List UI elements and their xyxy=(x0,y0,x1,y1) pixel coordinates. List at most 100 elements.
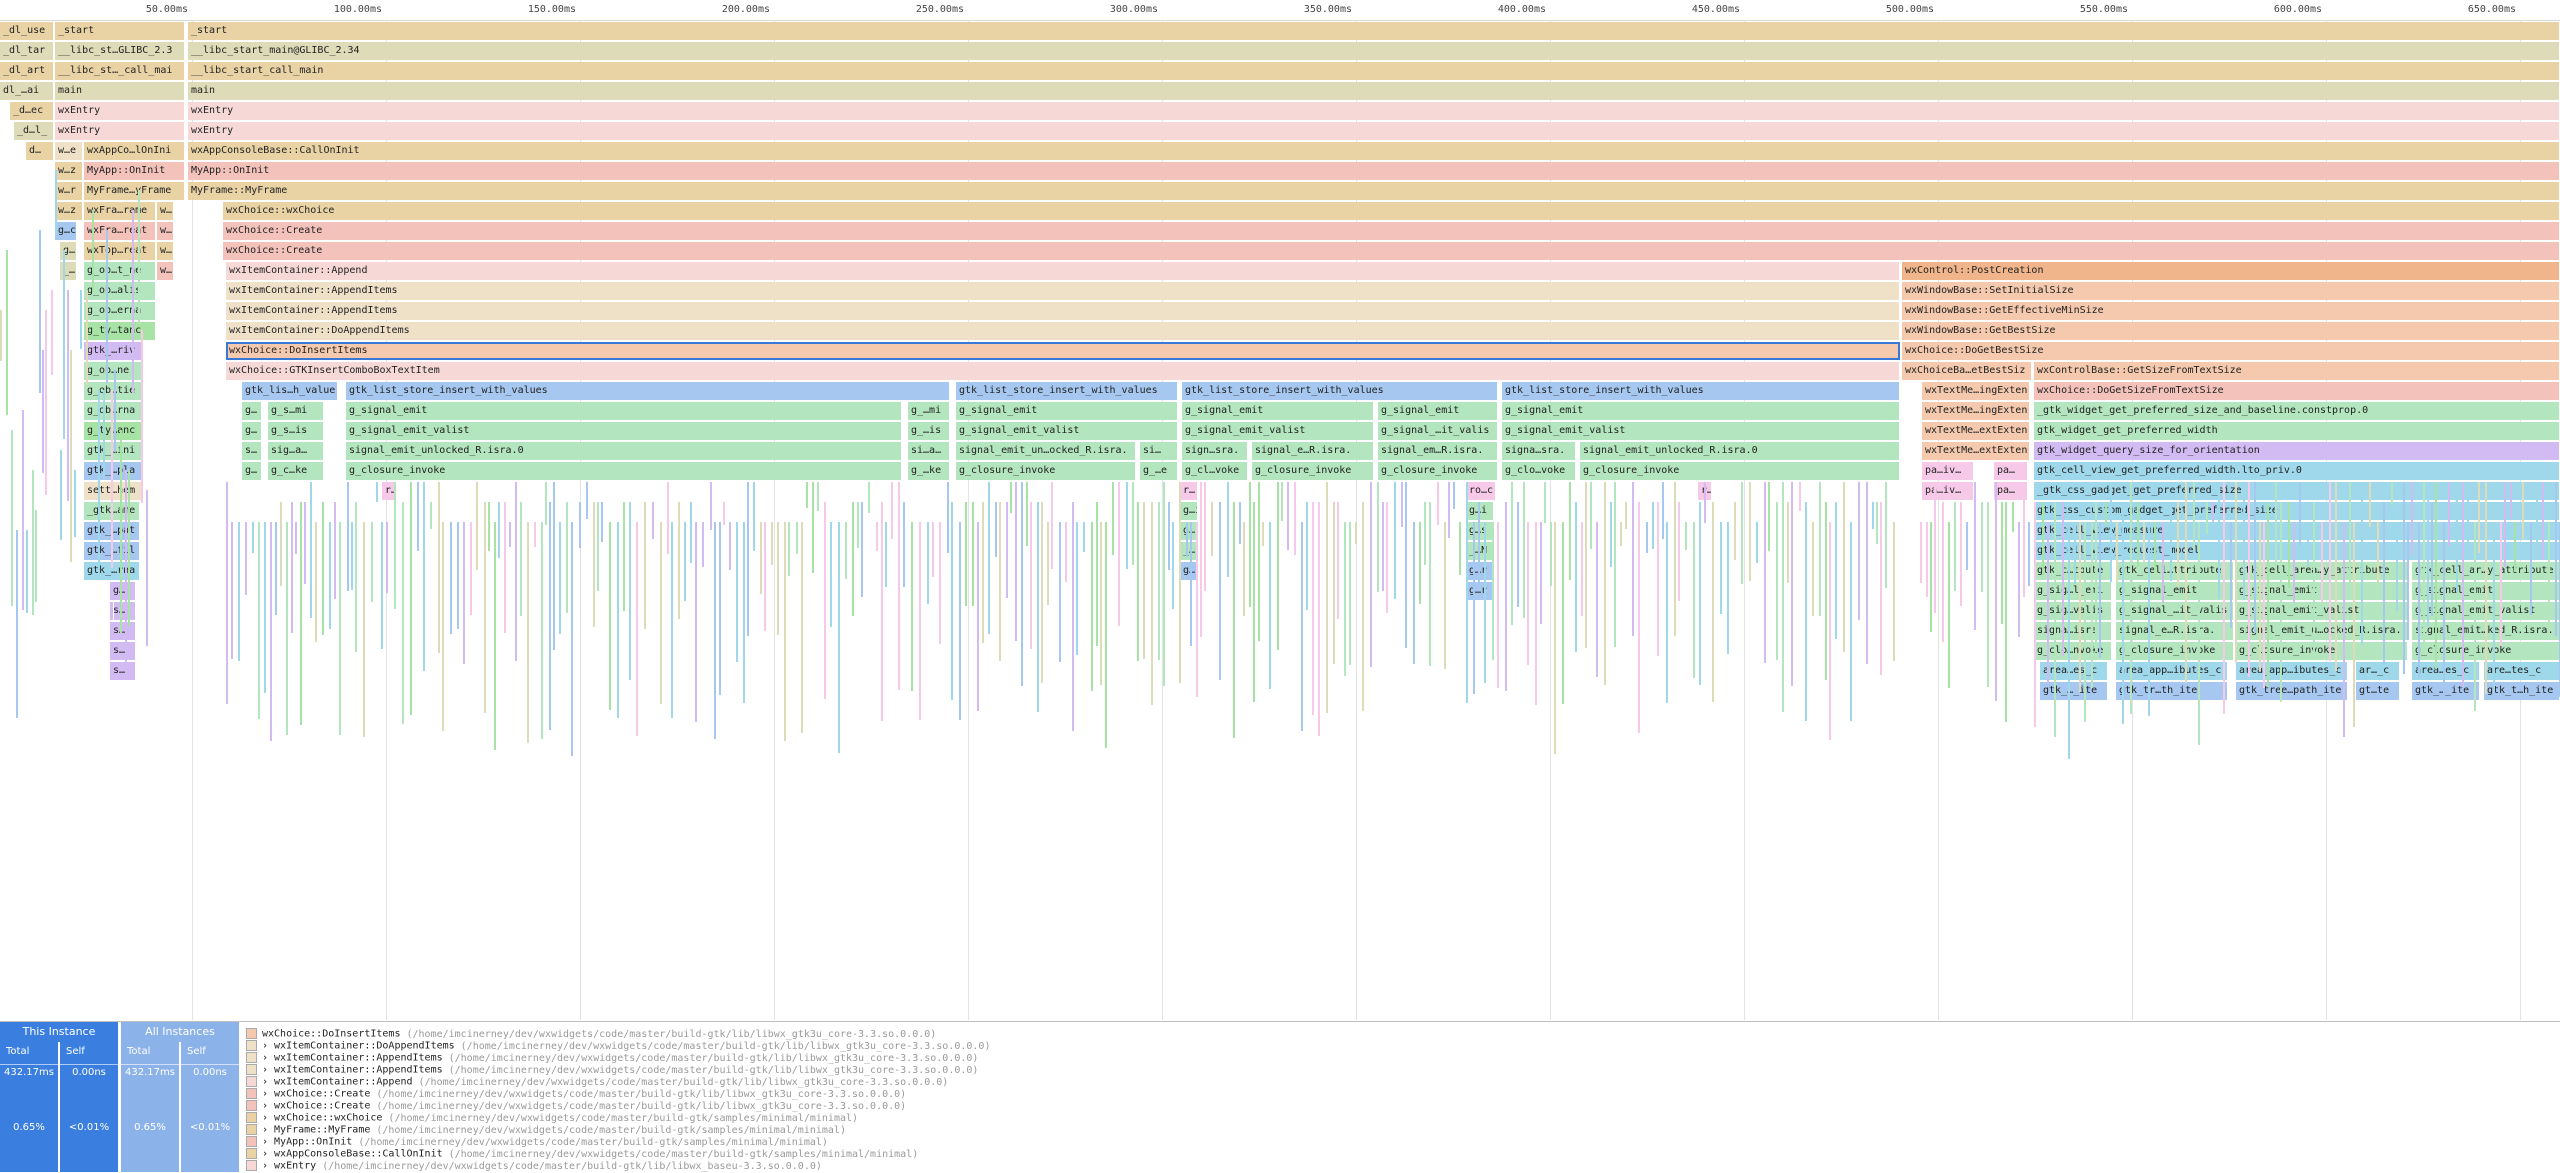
flame-frame[interactable]: g_signal_emit xyxy=(1502,402,1900,420)
flame-frame[interactable]: gtk_list_store_insert_with_values xyxy=(1182,382,1498,400)
flame-frame[interactable]: wxWindowBase::GetBestSize xyxy=(1902,322,2560,340)
flame-frame[interactable]: g… xyxy=(110,602,114,620)
flame-frame[interactable]: _gtk_widget_get_preferred_size_and_basel… xyxy=(2034,402,2560,420)
flame-frame[interactable]: _d…l_ xyxy=(14,122,54,140)
flame-frame[interactable]: g_closure_invoke xyxy=(1378,462,1498,480)
flame-frame[interactable]: wxChoice::Create xyxy=(223,222,2560,240)
flame-frame[interactable]: gtk_widget_get_preferred_width xyxy=(2034,422,2560,440)
flame-frame[interactable]: g_signal_emit xyxy=(346,402,902,420)
flame-frame[interactable]: g…c xyxy=(55,222,77,240)
flame-frame[interactable]: area…es_c xyxy=(2412,662,2480,680)
flame-frame[interactable]: g…i xyxy=(1180,502,1198,520)
flame-frame[interactable]: wxChoice::DoGetBestSize xyxy=(1902,342,2560,360)
flame-frame[interactable]: sig…a… xyxy=(268,442,324,460)
flame-frame[interactable]: wxChoice::DoGetSizeFromTextSize xyxy=(2034,382,2560,400)
flame-frame[interactable]: signal_emit_unlocked_R.isra.0 xyxy=(346,442,902,460)
flame-frame[interactable]: g_signal_…it_valis xyxy=(1378,422,1498,440)
flame-frame[interactable]: g_…is xyxy=(908,422,950,440)
flame-frame[interactable]: gt…te xyxy=(2356,682,2400,700)
flame-frame[interactable]: g_signal_emit xyxy=(1182,402,1374,420)
flame-frame[interactable]: signa…sra. xyxy=(1502,442,1576,460)
flame-frame[interactable]: wxControlBase::GetSizeFromTextSize xyxy=(2034,362,2560,380)
flame-frame[interactable]: __libc_start_main@GLIBC_2.34 xyxy=(188,42,2560,60)
flame-frame[interactable]: wxAppConsoleBase::CallOnInit xyxy=(188,142,2560,160)
flame-frame[interactable]: MyFrame::MyFrame xyxy=(188,182,2560,200)
flame-frame[interactable]: g_signal_…it_valis xyxy=(2116,602,2234,620)
flame-frame[interactable]: _dl_tar xyxy=(0,42,54,60)
flame-frame[interactable]: signal_e…R.isra. xyxy=(2116,622,2234,640)
flame-frame[interactable]: g… xyxy=(242,422,262,440)
flame-frame[interactable]: d… xyxy=(26,142,54,160)
flame-frame[interactable]: g_signal_emit xyxy=(1378,402,1498,420)
flame-frame[interactable]: ro…c xyxy=(1466,482,1496,500)
flame-frame[interactable]: g_ob…alis xyxy=(84,282,156,300)
flame-frame[interactable]: wxTextMe…extExten xyxy=(1922,422,2030,440)
flame-frame[interactable]: wxItemContainer::Append xyxy=(226,262,1900,280)
flame-graph[interactable]: _dl_use _start _start _dl_tar __libc_st…… xyxy=(0,20,2560,1020)
flame-frame[interactable]: w… xyxy=(157,262,174,280)
flame-frame[interactable]: gtk_cell_view_get_preferred_width.lto_pr… xyxy=(2034,462,2560,480)
flame-frame[interactable]: are…tes_c xyxy=(2484,662,2560,680)
flame-frame[interactable]: wxChoice::GTKInsertComboBoxTextItem xyxy=(226,362,1900,380)
flame-frame[interactable]: w… xyxy=(157,222,174,240)
flame-frame[interactable]: main xyxy=(188,82,2560,100)
flame-frame[interactable]: pa… xyxy=(1994,462,2028,480)
flame-frame[interactable]: gtk_list_store_insert_with_values xyxy=(346,382,950,400)
stack-row[interactable]: wxChoice::DoInsertItems (/home/imcinerney… xyxy=(246,1028,936,1040)
flame-frame[interactable]: MyApp::OnInit xyxy=(188,162,2560,180)
flame-frame[interactable]: MyFrame…yFrame xyxy=(84,182,185,200)
flame-frame[interactable]: g_…e xyxy=(1140,462,1178,480)
flame-frame[interactable]: gtk_widget_query_size_for_orientation xyxy=(2034,442,2560,460)
flame-frame[interactable]: w…e xyxy=(55,142,83,160)
flame-frame[interactable]: wxItemContainer::DoAppendItems xyxy=(226,322,1900,340)
flame-frame[interactable]: g_signal_emit_valist xyxy=(1182,422,1374,440)
stack-row[interactable]: › wxChoice::Create (/home/imcinerney/dev/… xyxy=(246,1100,906,1112)
flame-frame[interactable]: s… xyxy=(110,662,136,680)
flame-frame[interactable]: gtk_list_store_insert_with_values xyxy=(956,382,1178,400)
flame-frame[interactable]: g…r xyxy=(1466,582,1494,600)
flame-frame[interactable]: wxChoiceBa…etBestSiz xyxy=(1902,362,2032,380)
flame-frame[interactable]: g…r xyxy=(1466,562,1494,580)
flame-frame[interactable]: _d…ec xyxy=(10,102,54,120)
flame-frame[interactable]: __libc_st…GLIBC_2.3 xyxy=(55,42,185,60)
flame-frame[interactable]: ar…_c xyxy=(2356,662,2400,680)
flame-frame[interactable]: _dl_art xyxy=(0,62,54,80)
flame-frame[interactable]: pa… xyxy=(1994,482,2028,500)
flame-frame[interactable]: g… xyxy=(110,582,136,600)
flame-frame[interactable]: g_c…ke xyxy=(268,462,324,480)
flame-frame[interactable]: _dl_use xyxy=(0,22,54,40)
flame-frame[interactable]: __libc_st…_call_mai xyxy=(55,62,185,80)
flame-frame[interactable]: gtk_t…h_ite xyxy=(2484,682,2560,700)
flame-frame[interactable]: _…N xyxy=(1466,542,1494,560)
flame-frame[interactable]: g_clo…voke xyxy=(1502,462,1576,480)
flame-frame[interactable]: wxWindowBase::SetInitialSize xyxy=(1902,282,2560,300)
flame-frame[interactable]: gtk_cell_view_measure xyxy=(2034,522,2560,540)
stack-row[interactable]: › wxAppConsoleBase::CallOnInit (/home/imc… xyxy=(246,1148,918,1160)
flame-frame[interactable]: wxTextMe…ingExten xyxy=(1922,382,2030,400)
flame-frame[interactable]: signal_e…R.isra. xyxy=(1252,442,1374,460)
flame-frame[interactable]: signal_emit_unlocked_R.isra.0 xyxy=(1580,442,1900,460)
flame-frame[interactable]: g_s…mi xyxy=(268,402,324,420)
flame-frame[interactable]: g_signal_emit_valist xyxy=(1502,422,1900,440)
flame-frame[interactable]: wxEntry xyxy=(188,102,2560,120)
flame-frame[interactable]: g_ty…tanc xyxy=(84,322,156,340)
flame-frame[interactable]: gtk_…_ite xyxy=(2412,682,2480,700)
flame-frame[interactable]: gtk_lis…h_value xyxy=(242,382,338,400)
flame-frame[interactable]: main xyxy=(55,82,185,100)
flame-frame[interactable]: wxTop…reat xyxy=(84,242,156,260)
flame-frame[interactable]: wxChoice::Create xyxy=(223,242,2560,260)
flame-frame[interactable]: gtk_cell…ttribute xyxy=(2116,562,2234,580)
flame-frame[interactable]: area_app…ibutes_c xyxy=(2236,662,2348,680)
flame-frame[interactable]: _start xyxy=(188,22,2560,40)
flame-frame[interactable]: wxTextMe…extExten xyxy=(1922,442,2030,460)
flame-frame[interactable]: gtk_tree…path_ite xyxy=(2236,682,2348,700)
flame-frame[interactable]: g_signal_emit_valist xyxy=(956,422,1178,440)
flame-frame[interactable]: gtk_list_store_insert_with_values xyxy=(1502,382,1900,400)
flame-frame[interactable]: g_closure_invoke xyxy=(2116,642,2234,660)
flame-frame[interactable]: g_closure_invoke xyxy=(1252,462,1374,480)
flame-frame[interactable]: sign…sra. xyxy=(1182,442,1248,460)
flame-frame[interactable]: gtk_tr…th_ite xyxy=(2116,682,2228,700)
flame-frame[interactable]: g_signal_emit xyxy=(956,402,1178,420)
stack-row[interactable]: › wxChoice::wxChoice (/home/imcinerney/de… xyxy=(246,1112,858,1124)
flame-frame[interactable]: area…es_c xyxy=(2040,662,2108,680)
